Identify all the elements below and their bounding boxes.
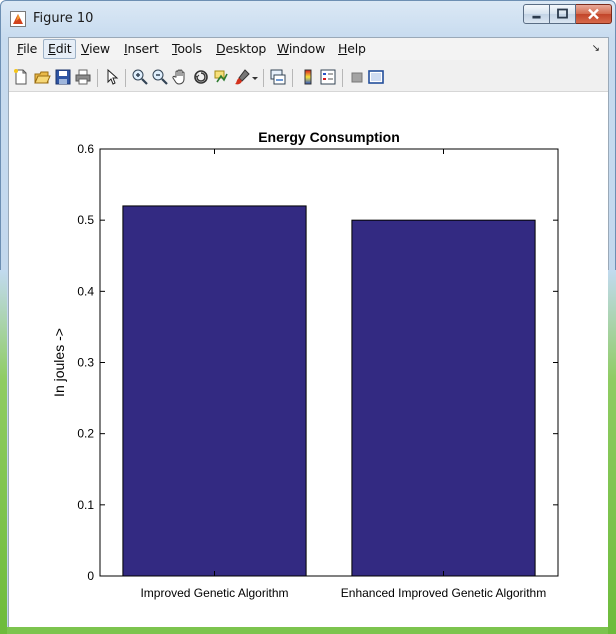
print-icon[interactable] bbox=[74, 68, 92, 86]
y-tick-label: 0.6 bbox=[77, 142, 94, 156]
new-figure-icon[interactable] bbox=[12, 68, 30, 86]
menu-file[interactable]: File bbox=[17, 41, 37, 56]
edit-plot-arrow-icon[interactable] bbox=[103, 68, 121, 86]
bar-1[interactable] bbox=[122, 205, 307, 577]
hide-plot-tools-icon[interactable] bbox=[348, 68, 366, 86]
toolbar-separator bbox=[125, 69, 126, 87]
bar-chart[interactable]: 0 0.1 0.2 0.3 0.4 0.5 0.6 Improved Genetic Alg… bbox=[9, 92, 608, 627]
toolbar-separator bbox=[97, 69, 98, 87]
menu-desktop-mnemonic: D bbox=[216, 41, 226, 56]
menu-edit-label: dit bbox=[55, 41, 72, 56]
y-axis-label: In joules -> bbox=[51, 328, 67, 397]
minimize-button[interactable] bbox=[523, 4, 550, 24]
maximize-icon bbox=[557, 8, 568, 19]
menu-help-label: elp bbox=[347, 41, 366, 56]
title-bar[interactable]: Figure 10 bbox=[1, 1, 615, 37]
menu-insert-mnemonic: I bbox=[124, 41, 128, 56]
save-icon[interactable] bbox=[54, 68, 72, 86]
dock-arrow-icon[interactable]: ↘ bbox=[591, 43, 600, 54]
toolbar-separator bbox=[292, 69, 293, 87]
toolbar-separator bbox=[342, 69, 343, 87]
menu-file-mnemonic: F bbox=[17, 41, 24, 56]
menu-desktop[interactable]: Desktop bbox=[216, 41, 266, 56]
close-icon bbox=[588, 8, 599, 20]
figure-client-area: File Edit View Insert Tools Desktop Wind… bbox=[8, 37, 609, 628]
menu-view-mnemonic: V bbox=[81, 41, 90, 56]
menu-insert[interactable]: Insert bbox=[124, 41, 159, 56]
menu-bar: File Edit View Insert Tools Desktop Wind… bbox=[9, 38, 608, 60]
y-tick-label: 0.1 bbox=[77, 498, 94, 512]
zoom-in-icon[interactable] bbox=[131, 68, 149, 86]
menu-help[interactable]: Help bbox=[338, 41, 366, 56]
matlab-figure-icon bbox=[10, 11, 26, 27]
insert-colorbar-icon[interactable] bbox=[299, 68, 317, 86]
menu-edit[interactable]: Edit bbox=[43, 39, 77, 59]
brush-dropdown-icon[interactable] bbox=[251, 68, 259, 86]
x-tick-label: Enhanced Improved Genetic Algorithm bbox=[341, 586, 546, 600]
menu-edit-mnemonic: E bbox=[48, 41, 56, 56]
menu-window-label: indow bbox=[288, 41, 326, 56]
y-tick-label: 0.4 bbox=[77, 284, 94, 298]
menu-window-mnemonic: W bbox=[277, 41, 289, 56]
minimize-icon bbox=[532, 15, 541, 19]
menu-desktop-label: esktop bbox=[225, 41, 267, 56]
y-tick-label: 0 bbox=[87, 569, 94, 583]
show-plot-tools-icon[interactable] bbox=[367, 68, 385, 86]
y-tick-label: 0.3 bbox=[77, 356, 94, 370]
desktop-background bbox=[0, 270, 7, 634]
toolbar-separator bbox=[263, 69, 264, 87]
menu-view[interactable]: View bbox=[81, 41, 110, 56]
menu-help-mnemonic: H bbox=[338, 41, 348, 56]
maximize-button[interactable] bbox=[550, 4, 576, 24]
zoom-out-icon[interactable] bbox=[151, 68, 169, 86]
open-file-icon[interactable] bbox=[33, 68, 51, 86]
desktop-background bbox=[608, 270, 616, 634]
menu-view-label: iew bbox=[89, 41, 110, 56]
menu-tools[interactable]: Tools bbox=[172, 41, 202, 56]
data-cursor-icon[interactable] bbox=[212, 68, 230, 86]
figure-toolbar bbox=[9, 61, 608, 92]
brush-icon[interactable] bbox=[233, 68, 251, 86]
menu-tools-mnemonic: T bbox=[172, 41, 178, 56]
menu-file-label: ile bbox=[23, 41, 38, 56]
insert-legend-icon[interactable] bbox=[319, 68, 337, 86]
window-bottom-border bbox=[7, 627, 608, 634]
menu-insert-label: nsert bbox=[127, 41, 159, 56]
pan-hand-icon[interactable] bbox=[171, 68, 189, 86]
window-title: Figure 10 bbox=[33, 11, 94, 26]
y-tick-label: 0.5 bbox=[77, 213, 94, 227]
plot-area: 0 0.1 0.2 0.3 0.4 0.5 0.6 Improved Genetic Alg… bbox=[9, 92, 608, 627]
bar-2[interactable] bbox=[351, 219, 536, 577]
x-tick-label: Improved Genetic Algorithm bbox=[140, 586, 288, 600]
chart-title: Energy Consumption bbox=[258, 129, 400, 145]
rotate-3d-icon[interactable] bbox=[192, 68, 210, 86]
close-button[interactable] bbox=[576, 4, 612, 24]
y-tick-label: 0.2 bbox=[77, 427, 94, 441]
menu-tools-label: ools bbox=[177, 41, 202, 56]
link-plot-icon[interactable] bbox=[269, 68, 287, 86]
menu-window[interactable]: Window bbox=[277, 41, 325, 56]
